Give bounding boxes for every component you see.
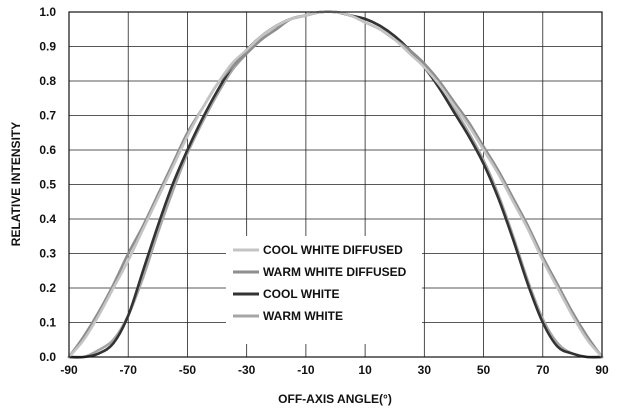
legend-label: WARM WHITE — [263, 309, 343, 323]
y-tick-label: 0.6 — [39, 143, 56, 157]
legend-label: WARM WHITE DIFFUSED — [263, 265, 407, 279]
y-tick-label: 0.4 — [39, 212, 56, 226]
x-tick-label: 90 — [595, 363, 609, 377]
y-tick-label: 0.7 — [39, 109, 56, 123]
x-tick-label: -90 — [60, 363, 78, 377]
y-tick-label: 0.8 — [39, 74, 56, 88]
y-tick-label: 1.0 — [39, 5, 56, 19]
x-tick-label: 30 — [418, 363, 432, 377]
x-tick-label: -10 — [297, 363, 315, 377]
y-tick-label: 0.2 — [39, 281, 56, 295]
y-tick-label: 0.1 — [39, 316, 56, 330]
legend-label: COOL WHITE DIFFUSED — [263, 243, 403, 257]
x-tick-label: 50 — [477, 363, 491, 377]
y-axis-title: RELATIVE INTENSITY — [9, 122, 23, 246]
y-tick-label: 0.0 — [39, 350, 56, 364]
legend-box — [226, 236, 422, 344]
x-tick-labels: -90 -70 -50 -30 -10 10 30 50 70 90 — [60, 363, 609, 377]
x-axis-title: OFF-AXIS ANGLE(°) — [278, 392, 392, 406]
y-tick-label: 0.9 — [39, 40, 56, 54]
y-tick-label: 0.3 — [39, 247, 56, 261]
y-tick-label: 0.5 — [39, 178, 56, 192]
plot-frame — [68, 11, 603, 358]
x-tick-label: -30 — [238, 363, 256, 377]
legend-items: COOL WHITE DIFFUSED WARM WHITE DIFFUSED CO… — [233, 243, 407, 323]
y-tick-labels: 0.0 0.1 0.2 0.3 0.4 0.5 0.6 0.7 0.8 0.9 1.0 — [39, 5, 56, 364]
x-tick-label: 70 — [536, 363, 550, 377]
legend: COOL WHITE DIFFUSED WARM WHITE DIFFUSED CO… — [226, 236, 422, 344]
legend-label: COOL WHITE — [263, 287, 339, 301]
x-tick-label: 10 — [358, 363, 372, 377]
x-tick-label: -70 — [120, 363, 138, 377]
x-tick-label: -50 — [179, 363, 197, 377]
